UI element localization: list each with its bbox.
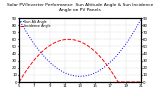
Text: Solar PV/Inverter Performance  Sun Altitude Angle & Sun Incidence Angle on PV Pa: Solar PV/Inverter Performance Sun Altitu…	[7, 3, 153, 12]
Legend: Sun Alt Angle, Incidence Angle: Sun Alt Angle, Incidence Angle	[19, 19, 51, 28]
